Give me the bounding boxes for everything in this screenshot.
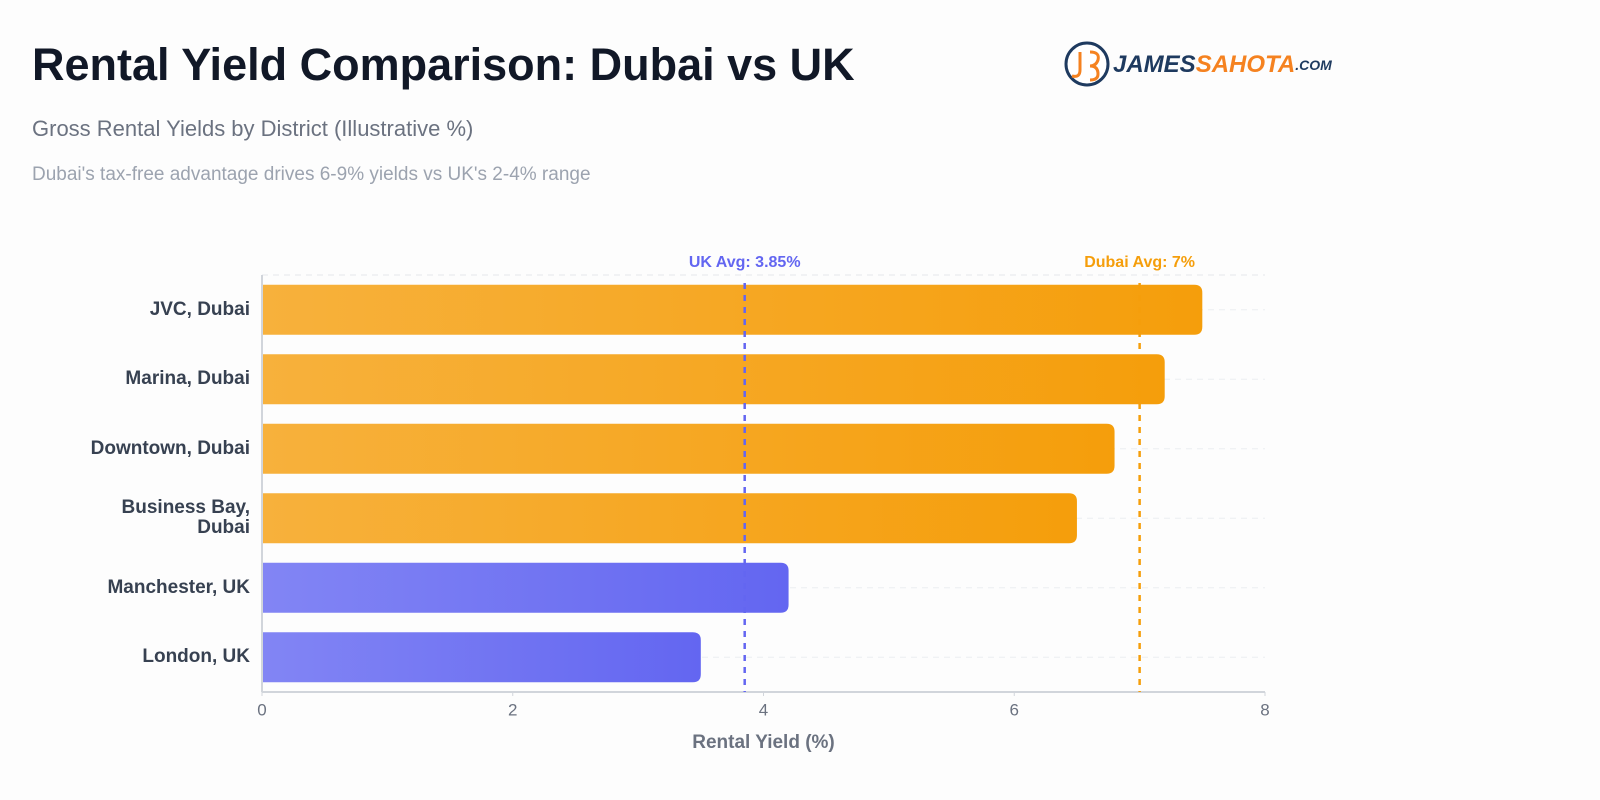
logo-mark bbox=[1071, 50, 1100, 82]
x-tick-label: 0 bbox=[257, 700, 266, 719]
reference-label: UK Avg: 3.85% bbox=[689, 254, 801, 271]
logo-part: SAHOTA bbox=[1196, 51, 1296, 78]
x-axis-label: Rental Yield (%) bbox=[692, 732, 835, 753]
chart-subtitle: Gross Rental Yields by District (Illustr… bbox=[32, 116, 473, 141]
logo-text: JAMESSAHOTA.COM bbox=[1113, 51, 1332, 78]
y-tick-label: Marina, Dubai bbox=[125, 368, 250, 390]
bar bbox=[262, 562, 789, 613]
x-tick-label: 8 bbox=[1260, 700, 1269, 719]
y-tick-label: Downtown, Dubai bbox=[90, 437, 250, 459]
logo-icon bbox=[1064, 41, 1110, 87]
bar bbox=[262, 354, 1165, 405]
y-tick-label: Business Bay, Dubai bbox=[121, 497, 250, 539]
bar bbox=[262, 423, 1115, 474]
bar bbox=[262, 284, 1203, 335]
bar bbox=[262, 493, 1077, 544]
y-tick-label: London, UK bbox=[142, 646, 250, 668]
x-tick-label: 4 bbox=[759, 700, 768, 719]
x-tick-label: 6 bbox=[1010, 700, 1019, 719]
reference-label: Dubai Avg: 7% bbox=[1084, 254, 1195, 271]
logo-part: .COM bbox=[1295, 57, 1332, 73]
x-tick-label: 2 bbox=[508, 700, 517, 719]
y-tick-label: JVC, Dubai bbox=[149, 298, 250, 320]
logo: JAMESSAHOTA.COM bbox=[1064, 41, 1332, 87]
chart-note: Dubai's tax-free advantage drives 6-9% y… bbox=[32, 164, 591, 185]
y-tick-label: Manchester, UK bbox=[107, 576, 250, 598]
chart-title: Rental Yield Comparison: Dubai vs UK bbox=[32, 39, 855, 90]
logo-part: JAMES bbox=[1113, 51, 1196, 78]
bar bbox=[262, 632, 701, 683]
